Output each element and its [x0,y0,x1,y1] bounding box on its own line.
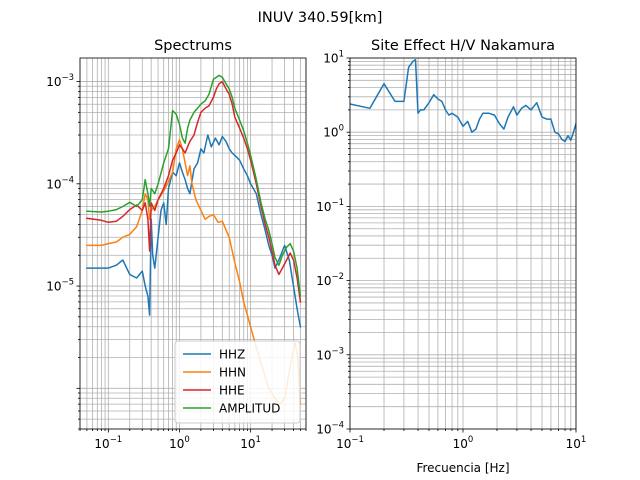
y-tick-label: 10−3 [316,346,344,362]
y-tick-label: 100 [323,124,344,140]
y-tick-label: 10−3 [46,73,74,89]
x-tick-label: 100 [453,435,474,451]
spectrums-ticks: 10−1 100 101 10−5 10−4 10−3 [46,73,307,451]
x-tick-label: 101 [566,435,587,451]
x-tick-label: 101 [240,435,261,451]
y-tick-label: 10−5 [46,278,74,294]
y-tick-label: 101 [323,50,344,66]
y-tick-label: 10−2 [316,272,344,288]
hv-series [350,58,576,143]
hv-title: Site Effect H/V Nakamura [371,38,555,54]
hv-xlabel: Frecuencia [Hz] [416,461,509,475]
legend-label: HHZ [219,348,245,362]
hhe-series-line [86,80,302,303]
x-tick-label: 10−1 [336,435,364,451]
spectrums-series [86,74,302,405]
spectrums-title: Spectrums [154,38,232,54]
spectrums-legend: HHZ HHN HHE AMPLITUD [174,340,301,424]
x-tick-label: 10−1 [94,435,122,451]
hv-axes: 10−1 100 101 10−4 10−3 10−2 10−1 100 101 Site Ef… [316,38,586,475]
y-tick-label: 10−1 [316,198,344,214]
y-tick-label: 10−4 [316,421,344,437]
hv-ticks: 10−1 100 101 10−4 10−3 10−2 10−1 100 101 [316,50,586,452]
figure-title: INUV 340.59[km] [258,10,383,26]
x-tick-label: 100 [169,435,190,451]
hv-series-line [350,58,576,143]
hhz-series-line [86,134,302,328]
legend-label: HHN [219,366,246,380]
amplitud-series-line [86,74,302,297]
hv-grid [349,57,577,430]
y-tick-label: 10−4 [46,175,74,191]
legend-box [174,340,301,424]
legend-label: HHE [219,384,245,398]
legend-label: AMPLITUD [219,402,280,416]
